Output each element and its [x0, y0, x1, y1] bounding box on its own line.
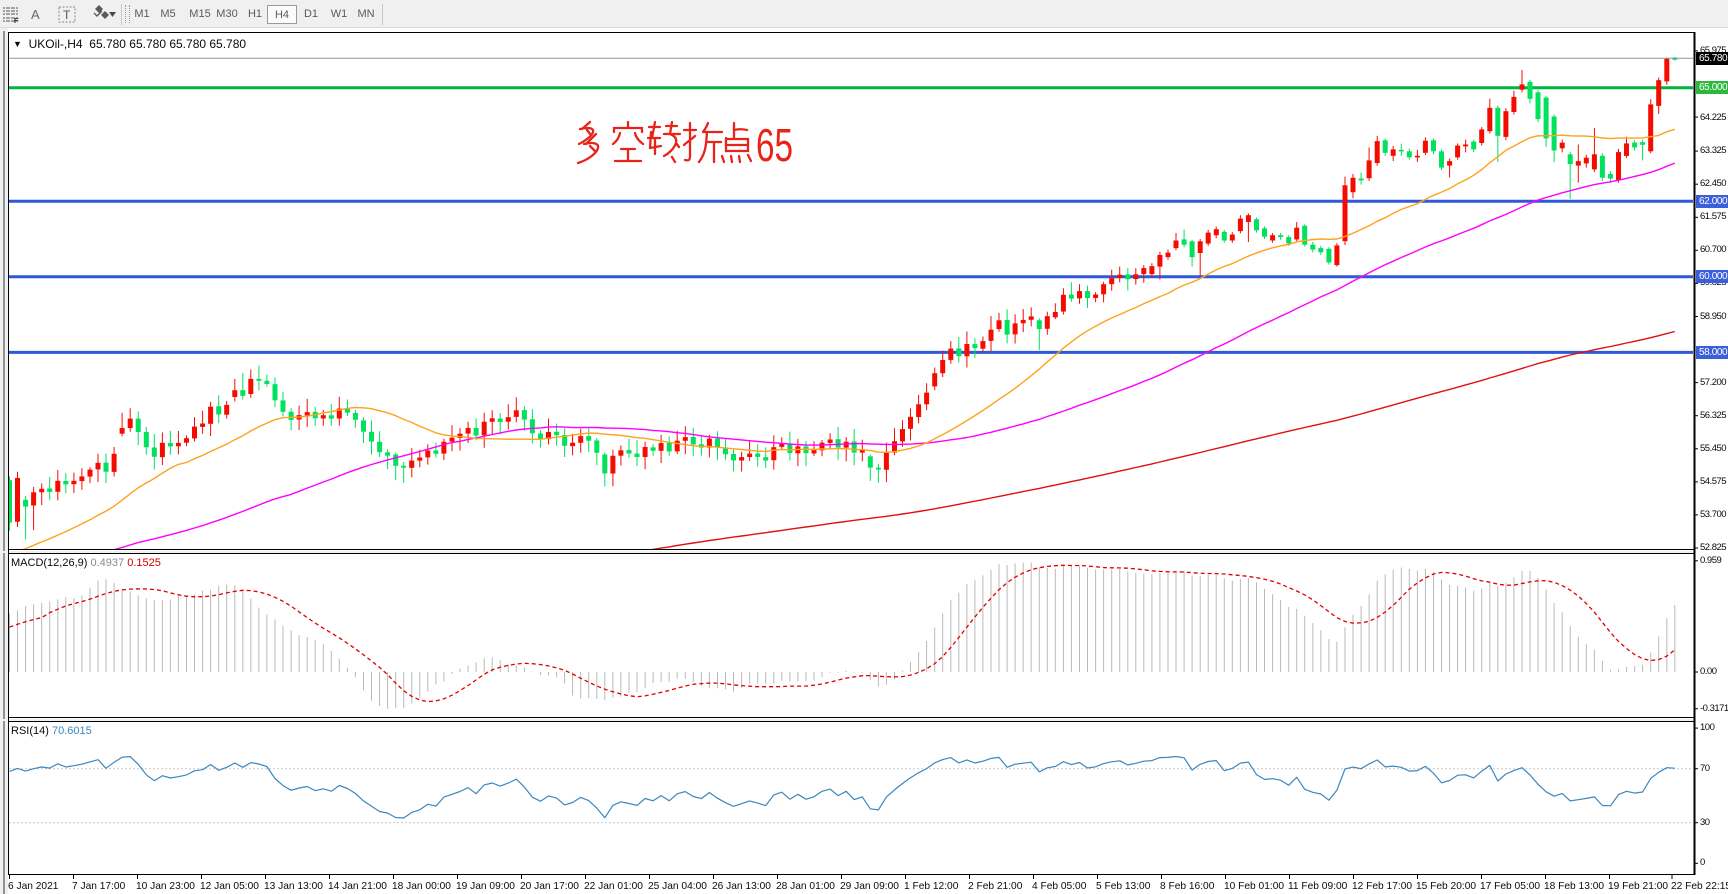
svg-text:T: T — [63, 8, 71, 22]
svg-text:F: F — [14, 16, 19, 25]
svg-text:65: 65 — [756, 120, 793, 166]
svg-text:A: A — [31, 7, 40, 22]
